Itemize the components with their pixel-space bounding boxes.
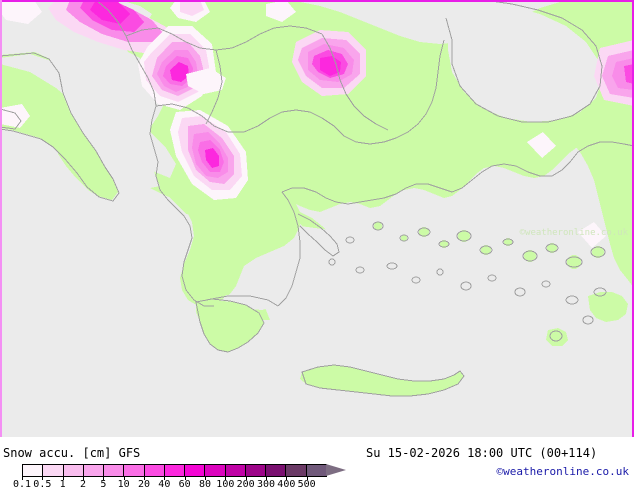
legend-swatch-300 [266,465,287,476]
legend-tick-label-400: 400 [277,479,296,490]
legend-tick-label-0.1: 0.1 [12,479,32,490]
legend-tick-2 [83,477,84,480]
legend-overflow-arrow [326,464,346,476]
map-canvas[interactable] [0,0,634,437]
copyright-notice: ©weatheronline.co.uk [496,465,629,478]
legend-swatch-60 [185,465,206,476]
legend-tick-60 [184,477,186,480]
snow-patch-pontic-white [266,0,296,22]
legend-tick-label-1: 1 [59,479,66,490]
legend-tick-label-60: 60 [178,479,191,490]
legend-tick-20 [144,477,145,480]
snow-patch-northwest [48,0,178,54]
legend-bar-panel: Snow accu. [cm] GFS 0.1 0.5 1 2 5 10 20 40 60 80 1… [0,437,634,490]
legend-swatch-80 [205,465,226,476]
legend-tick-40 [164,477,166,480]
legend-color-ramp [22,464,327,477]
legend-tick-label-20: 20 [137,479,151,490]
legend-swatch-100 [225,465,246,476]
snow-patch-bulgaria [292,30,366,96]
legend-tick-label-300: 300 [256,479,276,490]
legend-tick-label-40: 40 [158,479,171,490]
legend-swatch-400 [286,465,307,476]
legend-swatch-5 [104,465,125,476]
map-frame-top [0,0,634,2]
legend-tick-200 [245,477,247,480]
legend-swatch-200 [245,465,267,476]
legend-swatch-2 [83,465,105,476]
snow-patch-kosovo-white [170,0,210,22]
legend-tick-label-10: 10 [117,479,130,490]
snow-patch-macedonia-white [186,68,226,94]
legend-tick-500 [306,477,308,480]
legend-tick-label-200: 200 [236,479,255,490]
legend-swatch-500 [306,465,326,476]
legend-title: Snow accu. [cm] GFS [3,446,141,460]
legend-tick-1 [62,477,64,480]
legend-tick-100 [225,477,227,480]
snow-accumulation-field [0,0,634,248]
map-watermark: ©weatheronline.co.uk [519,228,628,238]
snow-patch-anatolia-white [527,132,556,158]
map-frame-right [632,0,634,437]
legend-tick-0.1 [22,477,23,480]
legend-tick-label-2: 2 [79,479,87,490]
snow-patch-east-edge [594,40,634,106]
snow-patch-aegean-white [578,222,606,248]
weather-map-panel[interactable]: ©weatheronline.co.uk [0,0,634,437]
legend-tick-label-500: 500 [297,479,316,490]
legend-tick-0.5 [42,477,44,480]
sea-inlets [0,0,634,437]
legend-swatch-1 [63,465,84,476]
coastlines-and-borders [0,0,634,397]
greece-mainland-detail [150,184,300,352]
legend-tick-400 [286,477,288,480]
legend-swatch-0.1 [23,465,44,476]
snow-patch-epirus [170,110,248,200]
legend-swatch-20 [144,465,165,476]
legend-swatch-0.5 [43,465,64,476]
southern-islands [300,292,628,396]
legend-tick-label-0.5: 0.5 [33,479,52,490]
legend-tick-5 [103,477,105,480]
forecast-timestamp: Su 15-02-2026 18:00 UTC (00+114) [366,446,598,460]
map-frame-left [0,0,2,437]
legend-scale: 0.1 0.5 1 2 5 10 20 40 60 80 100 200 300 400 500 [13,464,346,490]
snow-patch-italy-white [0,0,42,128]
legend-tick-label-5: 5 [100,479,107,490]
legend-tick-label-100: 100 [216,479,235,490]
legend-swatch-40 [164,465,186,476]
legend-tick-label-80: 80 [198,479,212,490]
legend-swatch-10 [124,465,145,476]
legend-tick-80 [205,477,206,480]
legend-tick-300 [266,477,267,480]
legend-tick-10 [123,477,125,480]
